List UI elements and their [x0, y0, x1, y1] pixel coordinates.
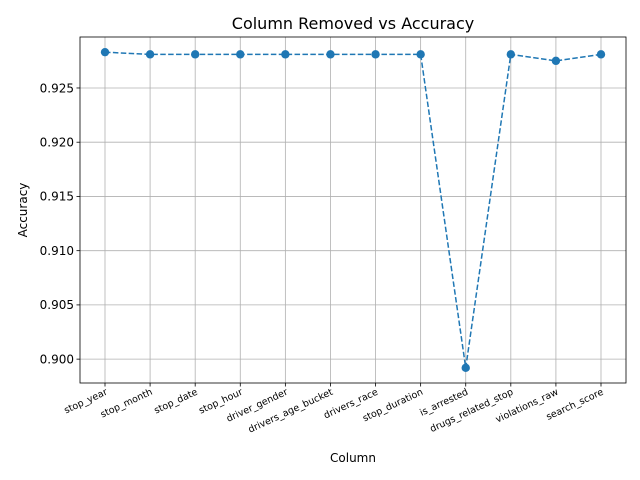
chart-title: Column Removed vs Accuracy — [232, 14, 474, 33]
data-point — [416, 50, 425, 59]
data-point — [281, 50, 290, 59]
data-point — [551, 56, 561, 66]
x-axis-label: Column — [330, 451, 376, 465]
y-tick-label: 0.900 — [40, 352, 74, 366]
y-tick-label: 0.915 — [40, 190, 74, 204]
data-point — [100, 47, 110, 57]
y-tick-label: 0.910 — [40, 244, 74, 258]
data-point — [326, 50, 335, 59]
y-axis: 0.900 0.905 0.910 0.915 0.920 0.925 — [40, 81, 80, 366]
data-point — [190, 50, 200, 59]
grid — [80, 37, 626, 383]
data-point — [506, 50, 516, 59]
plot-frame — [79, 36, 627, 384]
y-tick-label: 0.925 — [40, 81, 74, 95]
data-point — [371, 50, 380, 59]
data-point — [236, 50, 245, 59]
plot-area — [100, 47, 606, 373]
series-line — [104, 51, 602, 368]
data-point — [461, 363, 470, 373]
data-point — [596, 50, 606, 59]
y-tick-label: 0.920 — [40, 136, 74, 150]
y-axis-label: Accuracy — [16, 183, 30, 238]
data-point — [145, 50, 155, 59]
y-tick-label: 0.905 — [40, 298, 74, 312]
